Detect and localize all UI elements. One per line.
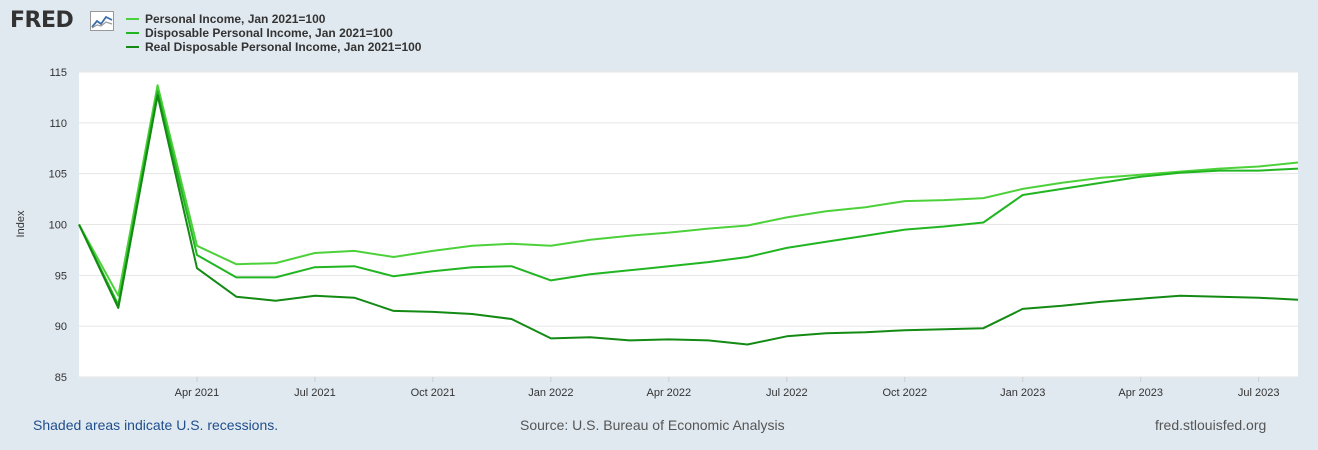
y-tick-label: 95 — [55, 270, 67, 282]
legend-label: Disposable Personal Income, Jan 2021=100 — [145, 26, 393, 40]
x-tick-label: Apr 2023 — [1118, 387, 1163, 399]
x-tick-label: Jul 2023 — [1238, 387, 1280, 399]
legend-swatch — [126, 46, 139, 48]
legend-label: Personal Income, Jan 2021=100 — [145, 12, 326, 26]
x-tick-label: Jul 2022 — [766, 387, 808, 399]
x-tick-label: Oct 2021 — [411, 387, 456, 399]
x-tick-label: Oct 2022 — [882, 387, 927, 399]
y-tick-label: 110 — [49, 118, 67, 130]
series-line-1[interactable] — [78, 84, 1299, 297]
legend-swatch — [126, 32, 139, 34]
series-line-3[interactable] — [78, 94, 1299, 346]
legend-item-personal-income[interactable]: Personal Income, Jan 2021=100 — [126, 12, 421, 26]
y-tick-label: 100 — [49, 220, 67, 232]
site-url[interactable]: fred.stlouisfed.org — [1155, 417, 1267, 433]
x-tick-label: Apr 2022 — [647, 387, 692, 399]
legend-swatch — [126, 18, 139, 20]
series-line-2[interactable] — [78, 90, 1299, 306]
y-tick-label: 85 — [55, 372, 67, 384]
y-tick-label: 105 — [49, 169, 67, 181]
legend-item-real-disposable-income[interactable]: Real Disposable Personal Income, Jan 202… — [126, 40, 421, 54]
x-tick-label: Jan 2022 — [528, 387, 573, 399]
recession-note-link[interactable]: Shaded areas indicate U.S. recessions. — [33, 417, 279, 433]
line-graph-icon — [90, 11, 114, 31]
x-tick-label: Apr 2021 — [175, 387, 220, 399]
legend-item-disposable-income[interactable]: Disposable Personal Income, Jan 2021=100 — [126, 26, 421, 40]
x-tick-label: Jan 2023 — [1000, 387, 1045, 399]
source-text: Source: U.S. Bureau of Economic Analysis — [520, 417, 785, 433]
y-axis-label: Index — [15, 210, 27, 237]
fred-logo[interactable]: FRED — [10, 8, 74, 33]
x-tick-label: Jul 2021 — [294, 387, 336, 399]
y-tick-label: 115 — [49, 67, 67, 79]
y-tick-label: 90 — [55, 321, 67, 333]
legend-label: Real Disposable Personal Income, Jan 202… — [145, 40, 422, 54]
chart-legend: Personal Income, Jan 2021=100 Disposable… — [126, 12, 421, 54]
